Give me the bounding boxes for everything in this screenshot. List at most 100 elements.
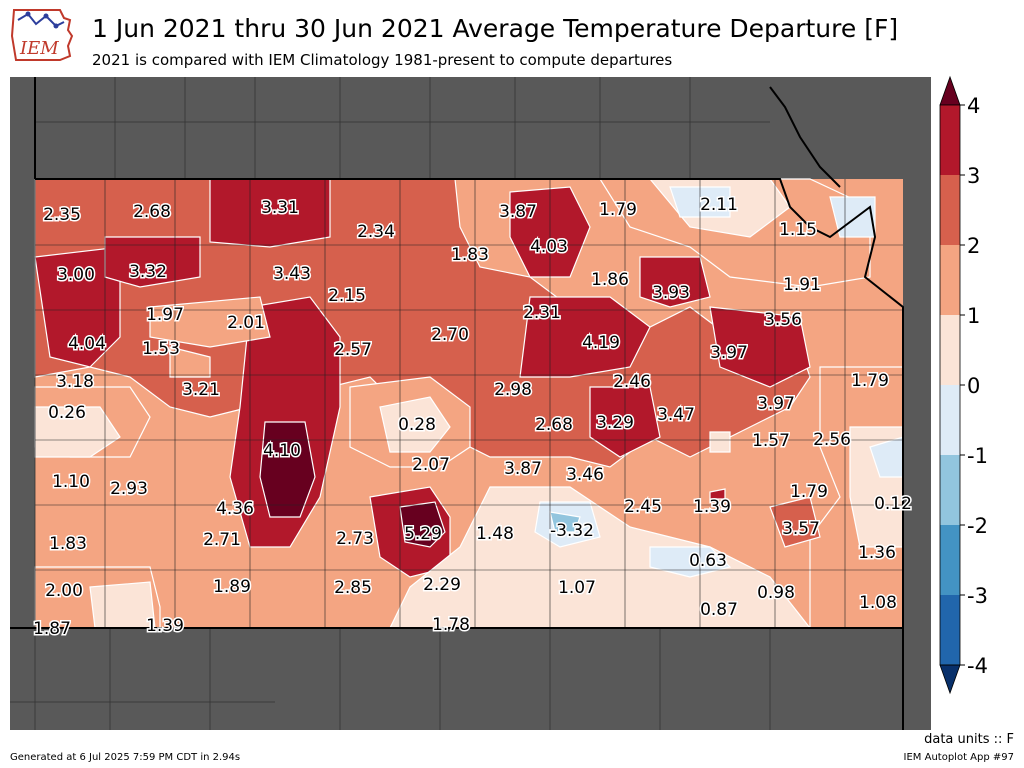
station-value: 1.07 [558, 578, 596, 598]
station-value: 3.97 [757, 394, 795, 414]
station-value: -3.32 [550, 521, 594, 541]
temperature-map: 2.35 2.68 3.31 2.34 3.87 1.79 2.11 4.03 … [10, 77, 931, 730]
legend-tick: 1 [967, 304, 980, 328]
legend-band [940, 245, 960, 315]
station-value: 2.35 [43, 205, 81, 225]
legend-tick: -4 [967, 654, 988, 678]
station-value: 2.68 [133, 202, 171, 222]
station-value: 1.79 [790, 482, 828, 502]
station-value: 3.97 [710, 343, 748, 363]
station-value: 2.29 [423, 575, 461, 595]
station-value: 1.83 [49, 534, 87, 554]
station-value: 2.57 [334, 340, 372, 360]
station-value: 1.79 [851, 371, 889, 391]
legend-ticks: 4 3 2 1 0 -1 -2 -3 -4 [967, 94, 988, 678]
station-value: 1.53 [142, 339, 180, 359]
station-value: 1.15 [779, 220, 817, 240]
station-value: 4.04 [68, 334, 106, 354]
station-value: 1.08 [859, 593, 897, 613]
app-id: IEM Autoplot App #97 [903, 752, 1014, 763]
station-value: 3.43 [273, 264, 311, 284]
contour-regions [34, 178, 904, 629]
legend-band [940, 315, 960, 385]
station-value: 3.56 [764, 310, 802, 330]
station-value: 2.45 [624, 497, 662, 517]
data-units-label: data units :: F [924, 732, 1014, 747]
color-legend: 4 3 2 1 0 -1 -2 -3 -4 [939, 75, 988, 695]
legend-tick: -3 [967, 584, 988, 608]
station-value: 4.36 [216, 499, 254, 519]
legend-tick: 0 [967, 374, 980, 398]
station-value: 2.31 [523, 303, 561, 323]
legend-tick: -2 [967, 514, 988, 538]
station-value: 1.79 [599, 200, 637, 220]
station-value: 2.34 [357, 222, 395, 242]
legend-tick: 4 [967, 94, 980, 118]
neighbor-county-lines [10, 77, 771, 730]
station-value: 4.03 [530, 237, 568, 257]
station-value: 2.98 [494, 380, 532, 400]
station-value: 1.97 [146, 305, 184, 325]
legend-band [940, 385, 960, 455]
map-title: 1 Jun 2021 thru 30 Jun 2021 Average Temp… [92, 14, 899, 43]
station-value: 2.56 [813, 430, 851, 450]
station-value: 0.28 [398, 415, 436, 435]
station-value: 2.11 [700, 195, 738, 215]
station-value: 3.00 [57, 265, 95, 285]
station-value: 2.85 [334, 578, 372, 598]
station-value: 5.29 [404, 524, 442, 544]
station-value: 0.12 [874, 494, 912, 514]
station-value: 1.39 [693, 497, 731, 517]
station-value: 4.10 [263, 441, 301, 461]
station-value: 3.87 [499, 202, 537, 222]
station-value: 2.71 [203, 530, 241, 550]
station-value: 3.18 [56, 372, 94, 392]
station-value: 2.73 [336, 529, 374, 549]
station-value: 1.91 [783, 275, 821, 295]
station-value: 3.57 [782, 519, 820, 539]
legend-band [940, 455, 960, 525]
county-lines [35, 179, 903, 628]
legend-band-max [939, 75, 961, 106]
station-value: 2.68 [535, 415, 573, 435]
legend-tick: -1 [967, 444, 988, 468]
station-value: 3.29 [596, 413, 634, 433]
station-value: 3.21 [182, 380, 220, 400]
legend-band [940, 105, 960, 175]
legend-band [940, 525, 960, 595]
station-value: 1.86 [591, 270, 629, 290]
station-value: 3.93 [652, 283, 690, 303]
station-value: 4.19 [582, 333, 620, 353]
station-value: 0.26 [48, 403, 86, 423]
station-value: 3.47 [657, 405, 695, 425]
legend-band [940, 175, 960, 245]
station-value: 1.36 [858, 543, 896, 563]
station-value: 2.70 [431, 325, 469, 345]
station-value: 1.89 [213, 577, 251, 597]
station-value: 2.07 [412, 455, 450, 475]
legend-band [940, 595, 960, 665]
station-value: 3.46 [566, 465, 604, 485]
generated-timestamp: Generated at 6 Jul 2025 7:59 PM CDT in 2… [10, 752, 241, 763]
station-value: 1.83 [451, 245, 489, 265]
station-value: 2.00 [45, 581, 83, 601]
station-value: 3.87 [504, 459, 542, 479]
station-value: 2.93 [110, 479, 148, 499]
station-value: 0.63 [689, 551, 727, 571]
station-value: 1.78 [432, 615, 470, 635]
logo-text: IEM [19, 38, 59, 59]
station-value: 1.10 [52, 472, 90, 492]
station-value: 1.39 [146, 616, 184, 636]
station-value: 2.46 [613, 372, 651, 392]
station-value: 2.15 [328, 286, 366, 306]
station-value: 1.48 [476, 524, 514, 544]
station-value: 1.87 [33, 619, 71, 639]
station-value: 0.87 [700, 600, 738, 620]
legend-tick: 3 [967, 164, 980, 188]
iem-logo: IEM [10, 9, 74, 61]
legend-band-min [939, 664, 961, 695]
map-subtitle: 2021 is compared with IEM Climatology 19… [92, 51, 673, 69]
legend-tick: 2 [967, 234, 980, 258]
station-value: 3.31 [261, 198, 299, 218]
station-value: 0.98 [757, 583, 795, 603]
